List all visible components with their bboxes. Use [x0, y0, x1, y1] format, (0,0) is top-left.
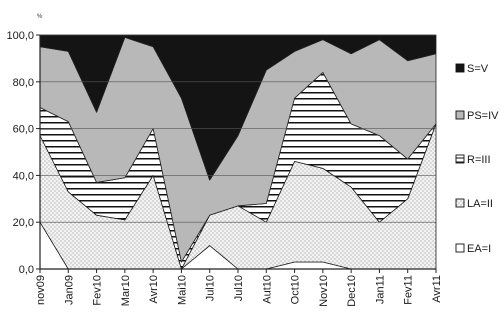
legend-swatch	[455, 243, 465, 253]
legend-label: PS=IV	[467, 110, 499, 122]
y-tick-label: 40,0	[13, 170, 34, 182]
legend-label: S=V	[467, 63, 489, 75]
legend-label: EA=I	[467, 243, 491, 255]
y-tick-label: 0,0	[19, 264, 34, 276]
x-tick-label: Avr10	[148, 275, 160, 304]
y-axis-label: %	[37, 14, 43, 20]
legend-label: R=III	[467, 154, 491, 166]
legend-swatch	[455, 154, 465, 164]
x-tick-label: Mar10	[120, 275, 132, 306]
x-tick-label: Avr11	[431, 275, 443, 303]
x-tick-label: Dec10	[346, 275, 358, 307]
legend-label: LA=II	[467, 198, 493, 210]
legend-swatch	[455, 110, 465, 120]
y-tick-label: 20,0	[13, 217, 34, 229]
x-tick-label: Fev10	[92, 275, 104, 306]
x-tick-label: Jan09	[63, 275, 75, 305]
x-tick-label: Mai10	[176, 275, 188, 305]
x-tick-label: Fev11	[403, 275, 415, 305]
x-tick-label: nov09	[35, 275, 47, 305]
y-tick-label: 60,0	[13, 124, 34, 136]
x-tick-label: Oct10	[290, 275, 302, 304]
legend-swatch	[455, 198, 465, 208]
y-tick-label: 100,0	[6, 30, 34, 42]
y-tick-label: 80,0	[13, 77, 34, 89]
x-tick-label: Jan11	[374, 275, 386, 304]
legend-swatch	[455, 63, 465, 73]
x-tick-label: Aut10	[261, 275, 273, 304]
x-tick-label: Jul10	[205, 275, 217, 301]
x-tick-label: Jul10	[233, 275, 245, 301]
x-tick-label: Nov10	[318, 275, 330, 307]
